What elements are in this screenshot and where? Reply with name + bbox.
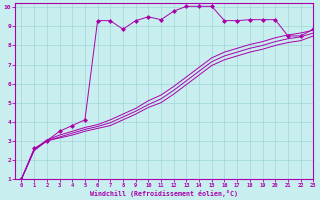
- X-axis label: Windchill (Refroidissement éolien,°C): Windchill (Refroidissement éolien,°C): [90, 190, 238, 197]
